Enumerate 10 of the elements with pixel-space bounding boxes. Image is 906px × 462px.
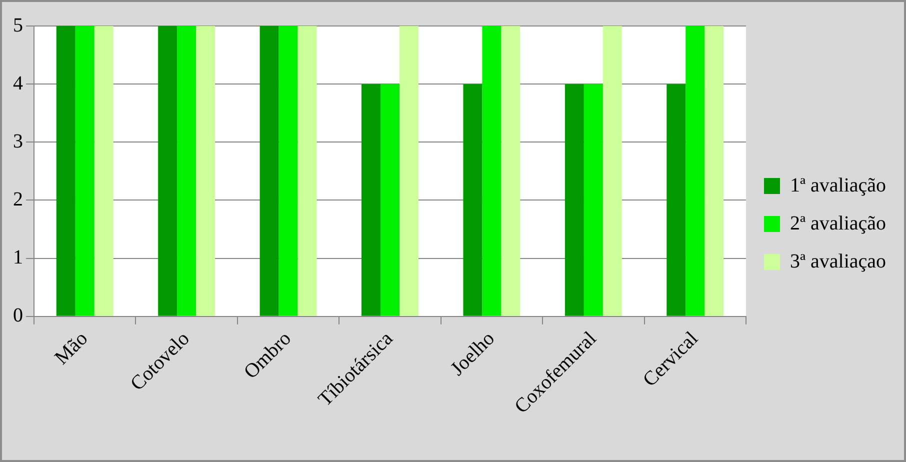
x-tick-label: Mão bbox=[50, 328, 92, 370]
y-tick-label: 4 bbox=[13, 72, 23, 94]
legend-label: 2ª avaliação bbox=[790, 212, 886, 234]
y-tick-label: 2 bbox=[13, 188, 23, 210]
y-tick-label: 1 bbox=[13, 246, 23, 269]
y-tick-label: 0 bbox=[13, 304, 23, 327]
legend-label: 1ª avaliação bbox=[790, 174, 886, 196]
y-tick-label: 5 bbox=[13, 14, 23, 36]
legend-label: 3ª avaliaçao bbox=[790, 250, 886, 272]
y-tick-label: 3 bbox=[13, 130, 23, 152]
